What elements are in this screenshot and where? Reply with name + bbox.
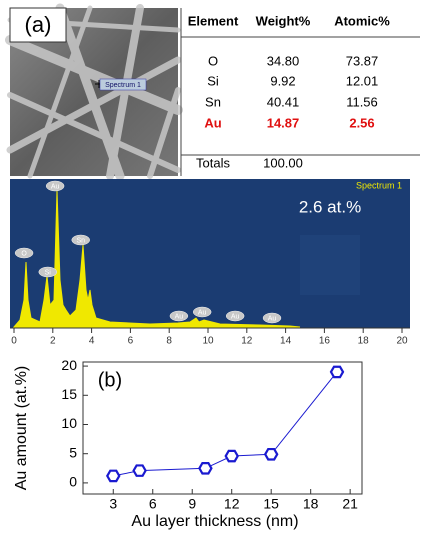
data-line — [113, 371, 338, 477]
data-point — [198, 462, 213, 475]
spectrum-title: Spectrum 1 — [356, 180, 402, 190]
peak-label: O — [21, 250, 27, 257]
spectrum-panel: Spectrum 1 2.6 at.% 0 2 4 6 8 10 12 14 16 18 20 O Si… — [10, 179, 410, 347]
spectrum-curve — [12, 189, 301, 328]
x-tick-label: 21 — [342, 496, 358, 512]
sem-label: Spectrum 1 — [105, 82, 141, 89]
x-axis-label: Au layer thickness (nm) — [131, 513, 298, 530]
x-tick-label: 20 — [396, 336, 408, 347]
peak-marker — [225, 310, 245, 322]
y-tick-label: 15 — [61, 386, 77, 402]
chart-b: (b) Au layer thickness (nm) Au amount (a… — [13, 357, 363, 530]
y-tick-label: 5 — [69, 444, 77, 460]
sem-image: (a) Spectrum 1 — [5, 3, 183, 181]
table-cell: 11.56 — [346, 94, 378, 109]
data-point — [224, 449, 239, 463]
peak-marker — [45, 180, 65, 192]
data-point — [329, 365, 345, 379]
table-header: Element — [188, 13, 239, 28]
y-axis-label: Au amount (at.%) — [13, 366, 30, 491]
x-tick-label: 10 — [202, 336, 214, 347]
x-tick-label: 0 — [11, 336, 17, 347]
y-tick-label: 20 — [61, 357, 77, 373]
table-cell: 40.41 — [267, 94, 300, 109]
x-tick-label: 4 — [89, 336, 95, 347]
y-tick-label: 0 — [69, 474, 77, 490]
peak-marker — [14, 247, 34, 259]
peak-label: Au — [175, 313, 184, 320]
table-cell: 73.87 — [346, 53, 379, 68]
peak-marker — [192, 306, 212, 318]
data-point — [263, 447, 279, 461]
peak-label: Au — [51, 183, 60, 190]
peak-marker — [71, 234, 90, 246]
x-tick-label: 18 — [303, 496, 319, 512]
table-header: Atomic% — [334, 13, 390, 28]
data-point — [132, 464, 147, 477]
table-header: Weight% — [256, 13, 311, 28]
table-cell: 9.92 — [270, 73, 295, 88]
x-tick-label: 18 — [358, 336, 370, 347]
peak-label: Sn — [76, 237, 85, 244]
data-point — [105, 469, 121, 483]
x-tick-label: 16 — [319, 336, 331, 347]
x-tick-label: 9 — [188, 496, 196, 512]
panel-label: (a) — [25, 12, 52, 37]
table-cell: 2.56 — [349, 115, 374, 130]
peak-label: Au — [231, 313, 240, 320]
table-cell: 14.87 — [267, 115, 300, 130]
x-tick-label: 6 — [128, 336, 134, 347]
table-cell: 34.80 — [267, 53, 300, 68]
peak-label: Si — [45, 269, 52, 276]
x-tick-label: 6 — [149, 496, 157, 512]
x-tick-label: 15 — [263, 496, 279, 512]
table-cell: O — [208, 53, 218, 68]
table-cell: Au — [204, 115, 221, 130]
x-tick-label: 2 — [50, 336, 56, 347]
panel-label: (b) — [98, 369, 122, 391]
x-tick-label: 3 — [109, 496, 117, 512]
x-tick-label: 12 — [224, 496, 240, 512]
peak-marker — [38, 266, 58, 278]
peak-label: Au — [198, 309, 207, 316]
peak-marker — [262, 312, 282, 324]
x-tick-label: 8 — [166, 336, 172, 347]
table-cell: Sn — [205, 94, 221, 109]
table-cell: Totals — [196, 155, 230, 170]
table-cell: Si — [207, 73, 219, 88]
peak-label: Au — [268, 315, 277, 322]
annotation: 2.6 at.% — [299, 197, 361, 216]
x-tick-label: 14 — [280, 336, 292, 347]
peak-marker — [169, 310, 189, 322]
table-cell: 12.01 — [346, 73, 379, 88]
y-tick-label: 10 — [61, 415, 77, 431]
table-cell: 100.00 — [263, 155, 303, 170]
table: Element Weight% Atomic% O 34.80 73.87 Si 9.92 12… — [180, 8, 420, 176]
x-tick-label: 12 — [241, 336, 253, 347]
